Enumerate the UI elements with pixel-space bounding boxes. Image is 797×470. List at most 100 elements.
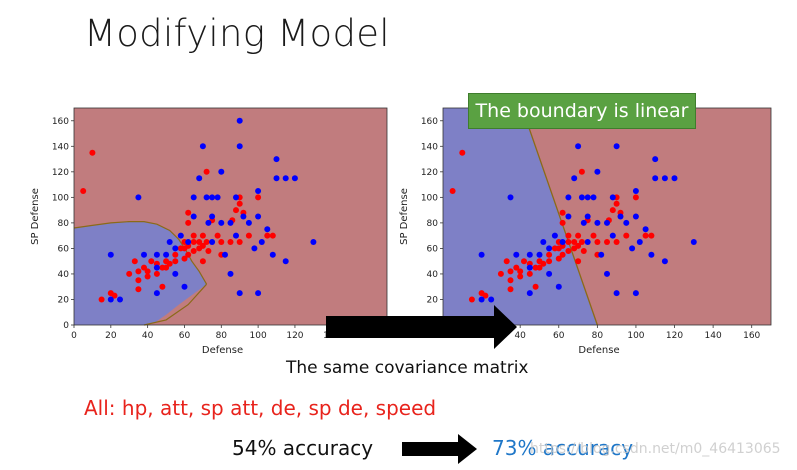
blue-point <box>661 175 668 182</box>
red-point <box>131 258 138 265</box>
y-tick-label: 120 <box>421 168 438 178</box>
blue-point <box>196 175 203 182</box>
red-point <box>604 239 610 245</box>
blue-point <box>310 239 317 245</box>
blue-point <box>594 168 601 175</box>
x-tick-label: 140 <box>705 331 722 341</box>
red-point <box>199 242 206 249</box>
blue-point <box>177 232 184 239</box>
blue-point <box>190 194 197 201</box>
red-point <box>205 248 212 254</box>
blue-point <box>565 213 572 220</box>
blue-point <box>222 251 228 258</box>
blue-point <box>282 175 289 182</box>
red-point <box>199 232 206 239</box>
red-point <box>517 273 524 280</box>
red-point <box>227 239 234 245</box>
blue-point <box>632 290 639 297</box>
blue-point <box>107 251 114 258</box>
blue-point <box>273 156 280 163</box>
blue-point <box>236 117 243 124</box>
blue-point <box>258 239 265 245</box>
y-tick-label: 100 <box>421 193 438 203</box>
blue-point <box>273 175 280 182</box>
red-point <box>148 258 155 265</box>
blue-point <box>190 213 197 220</box>
blue-point <box>652 175 659 182</box>
red-point <box>218 239 225 245</box>
y-axis-label: SP Defense <box>30 188 41 245</box>
blue-point <box>185 239 192 245</box>
watermark-text: https://blog.csdn.net/m0_46413065 <box>530 441 781 457</box>
blue-point <box>536 251 543 258</box>
red-point <box>559 219 566 226</box>
red-point <box>181 255 188 262</box>
red-point <box>555 255 562 262</box>
red-point <box>185 209 192 216</box>
feature-list: All: hp, att, sp att, de, sp de, speed <box>84 396 437 420</box>
blue-point <box>269 251 276 258</box>
y-tick-label: 40 <box>427 270 439 280</box>
blue-point <box>546 270 553 277</box>
blue-point <box>546 245 553 252</box>
y-tick-label: 120 <box>52 168 69 178</box>
blue-point <box>613 290 620 297</box>
red-point <box>575 232 582 239</box>
x-tick-label: 120 <box>286 331 303 341</box>
blue-point <box>594 219 601 226</box>
red-point <box>565 239 572 245</box>
blue-point <box>117 296 123 303</box>
red-point <box>255 194 262 201</box>
blue-point <box>540 239 547 245</box>
blue-point <box>141 251 147 258</box>
blue-point <box>172 245 179 252</box>
red-point <box>185 251 192 258</box>
x-tick-label: 160 <box>743 331 760 341</box>
y-tick-label: 160 <box>421 117 438 127</box>
blue-point <box>648 251 655 258</box>
blue-point <box>172 270 179 277</box>
red-point <box>141 264 147 271</box>
blue-point <box>255 188 262 194</box>
red-point <box>172 258 179 265</box>
blue-point <box>218 168 225 175</box>
red-point <box>135 268 142 275</box>
blue-point <box>584 194 591 201</box>
red-point <box>236 200 243 207</box>
accuracy-after: 73% accuracy <box>492 436 634 460</box>
blue-point <box>135 194 142 201</box>
blue-point <box>584 239 591 245</box>
blue-point <box>478 251 485 258</box>
red-point <box>532 283 539 290</box>
blue-point <box>623 219 630 226</box>
red-point <box>613 239 620 245</box>
blue-point <box>209 213 216 220</box>
blue-point <box>526 251 533 258</box>
blue-point <box>153 251 160 258</box>
blue-point <box>236 143 243 150</box>
blue-point <box>652 156 659 163</box>
red-point <box>166 260 173 267</box>
red-point <box>190 239 197 245</box>
x-tick-label: 120 <box>666 331 683 341</box>
red-point <box>565 232 572 239</box>
blue-point <box>181 283 188 290</box>
red-point <box>609 207 616 214</box>
red-point <box>203 239 210 245</box>
red-point <box>135 286 142 293</box>
blue-point <box>629 245 636 252</box>
blue-point <box>642 226 649 233</box>
blue-point <box>661 258 668 265</box>
blue-point <box>565 194 572 201</box>
red-point <box>459 149 466 156</box>
blue-point <box>233 194 239 201</box>
blue-point <box>255 213 262 220</box>
y-tick-label: 140 <box>52 142 69 152</box>
red-point <box>264 232 271 239</box>
red-point <box>98 296 105 303</box>
region-blue <box>443 108 598 325</box>
red-point <box>497 270 504 277</box>
red-point <box>575 258 582 265</box>
blue-point <box>609 232 616 239</box>
blue-point <box>107 296 114 303</box>
